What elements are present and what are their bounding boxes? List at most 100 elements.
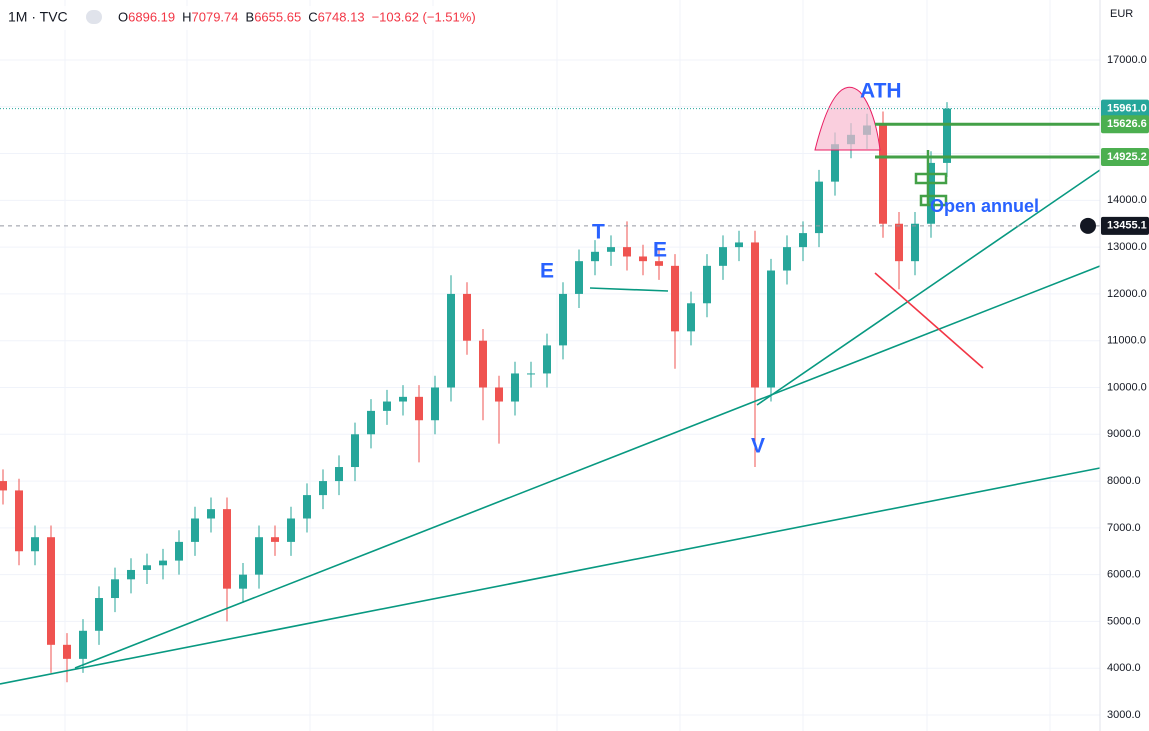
candle-body [639, 256, 647, 262]
ohlc-key: H [182, 9, 191, 24]
ath-arc [814, 86, 881, 151]
y-tick-label: 14000.0 [1107, 194, 1147, 206]
candle-body [703, 265, 711, 304]
y-tick-label: 6000.0 [1107, 569, 1141, 581]
candle-body [63, 644, 71, 659]
y-tick-label: 4000.0 [1107, 662, 1141, 674]
candle-body [47, 537, 55, 645]
y-tick-label: 7000.0 [1107, 522, 1141, 534]
candle-body [671, 265, 679, 332]
candle-body [479, 340, 487, 388]
candle-body [511, 373, 519, 402]
price-badge [1101, 115, 1149, 134]
currency[interactable]: EUR [1110, 8, 1133, 20]
candle-body [719, 247, 727, 266]
y-tick-label: 10000.0 [1107, 381, 1147, 393]
ohlc-value: 6748.13 [318, 9, 365, 24]
candle-body [607, 247, 615, 252]
change: −103.62 (−1.51%) [372, 9, 476, 24]
annotation: ATH [860, 80, 902, 103]
candle-body [783, 247, 791, 271]
price-badge [1101, 99, 1149, 118]
grid [0, 59, 1100, 716]
candle-body [303, 495, 311, 519]
candle-body [383, 401, 391, 411]
candle-body [591, 251, 599, 262]
y-tick-label: 13000.0 [1107, 241, 1147, 253]
price-badge-label: 14925.2 [1107, 151, 1147, 163]
candle-body [111, 579, 119, 599]
price-badge [1101, 216, 1149, 235]
candle-body [159, 560, 167, 566]
candle-body [399, 396, 407, 402]
candle-body [575, 261, 583, 294]
candle-body [175, 541, 183, 561]
ohlc-value: 6655.65 [254, 9, 301, 24]
candle-body [495, 387, 503, 402]
candle-body [943, 108, 951, 163]
y-tick-label: 11000.0 [1107, 335, 1146, 347]
candle-body [831, 144, 839, 182]
candle-body [687, 303, 695, 332]
candle-body [623, 247, 631, 257]
boxes [914, 150, 948, 207]
candle-body [127, 569, 135, 580]
price-badge-label: 13455.1 [1107, 220, 1147, 232]
candle-body [927, 162, 935, 224]
price-badge-label: 15961.0 [1107, 102, 1147, 114]
candle-body [751, 242, 759, 388]
ohlc-value: 6896.19 [128, 9, 175, 24]
y-tick-label: 5000.0 [1107, 615, 1141, 627]
candle-body [255, 537, 263, 575]
candle-body [287, 518, 295, 542]
ohlc-key: C [308, 9, 317, 24]
candle-body [415, 396, 423, 421]
candle-body [815, 181, 823, 234]
ohlc-key: B [246, 9, 255, 24]
candle-body [143, 565, 151, 570]
candle-body [223, 509, 231, 589]
candle-body [527, 373, 535, 375]
annotation: T [592, 221, 605, 244]
candles [0, 102, 951, 683]
candle-body [543, 345, 551, 374]
annotation: Open annuel [930, 196, 1039, 216]
candle-body [559, 293, 567, 346]
y-tick-label: 17000.0 [1107, 54, 1147, 66]
candle-body [735, 242, 743, 248]
candle-body [431, 387, 439, 421]
candle-body [895, 223, 903, 262]
candle-body [911, 223, 919, 262]
price-badge-label: 15626.6 [1107, 118, 1147, 130]
symbol: 1M · TVC [8, 9, 68, 25]
candle-body [799, 233, 807, 248]
candle-body [447, 293, 455, 388]
toggle[interactable] [86, 10, 102, 24]
ohlc-key: O [118, 9, 128, 24]
y-tick-label: 9000.0 [1107, 428, 1141, 440]
price-badge [1101, 148, 1149, 167]
candle-body [15, 490, 23, 552]
ohlc-value: 7079.74 [192, 9, 239, 24]
candle-body [207, 509, 215, 519]
vertical-grid [64, 0, 1051, 731]
candle-body [335, 467, 343, 482]
red-line [874, 272, 984, 369]
y-tick-label: 12000.0 [1107, 288, 1147, 300]
y-tick-label: 3000.0 [1107, 709, 1141, 721]
candle-body [879, 125, 887, 224]
candle-body [319, 481, 327, 496]
annotation: E [653, 239, 667, 262]
annotation: V [751, 435, 765, 458]
candle-body [239, 574, 247, 589]
y-tick-label: 8000.0 [1107, 475, 1141, 487]
candle-body [191, 518, 199, 542]
candle-body [0, 481, 7, 491]
crosshair-button[interactable] [1080, 217, 1096, 234]
annotation: E [540, 260, 554, 283]
candle-body [463, 293, 471, 341]
ohlc: O 6896.19 H 7079.74 B 6655.65 C 6748.13 −103.62 … [118, 9, 476, 24]
candle-body [271, 537, 279, 542]
